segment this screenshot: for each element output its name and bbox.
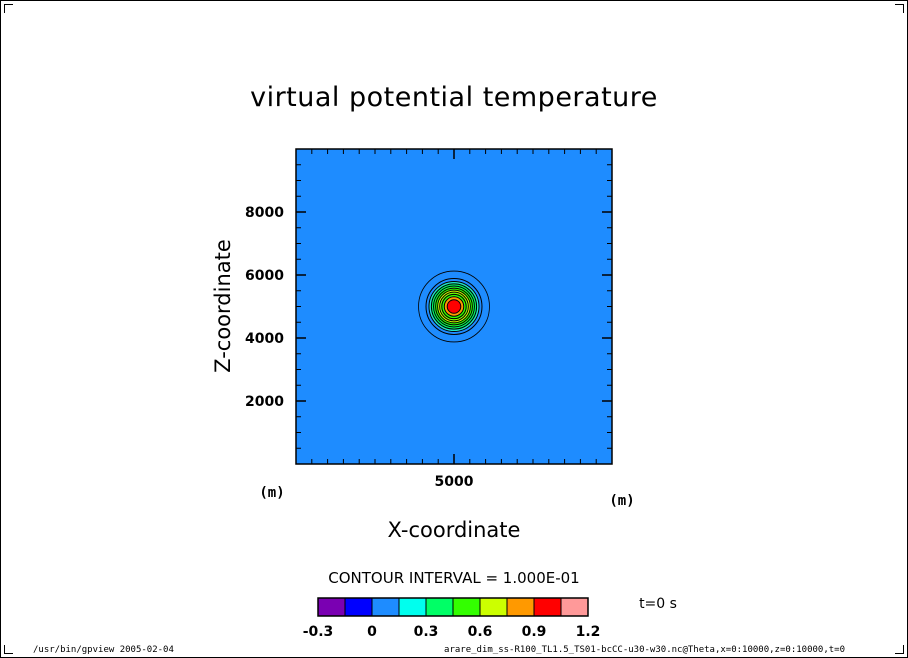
colorbar-label: 1.2 [576,624,601,640]
x-tick-labels: 5000 [435,474,474,490]
major-ticks [296,149,612,464]
colorbar-swatch [479,597,508,617]
colorbar [317,597,589,617]
footer-left: /usr/bin/gpview 2005-02-04 [33,645,174,655]
contour-line-0_2 [428,280,480,333]
colorbar-label: 0.9 [522,624,547,640]
contour-line-0_5 [435,287,473,326]
contour-interval-label: CONTOUR INTERVAL = 1.000E-01 [328,569,579,587]
minor-ticks [296,149,612,464]
y-tick-label: 2000 [245,394,284,410]
y-axis-label: Z-coordinate [211,239,235,373]
colorbar-label: 0.3 [414,624,439,640]
time-label: t=0 s [639,596,677,612]
colorbar-swatch [533,597,562,617]
colorbar-swatch [506,597,535,617]
colorbar-swatch [560,597,589,617]
colorbar-swatch [398,597,427,617]
contour-line-0_7 [439,291,469,322]
x-axis-label: X-coordinate [388,518,521,542]
colorbar-label: 0.6 [468,624,493,640]
chart-title: virtual potential temperature [250,82,658,113]
y-tick-labels: 2000 4000 6000 8000 [245,205,284,410]
colorbar-swatch [344,597,373,617]
colorbar-border [317,597,589,617]
contour-line-0_8 [441,293,467,320]
corner-mark-bottom-left [4,645,13,654]
x-tick-label: 5000 [435,474,474,490]
colorbar-labels: -0.3 0 0.3 0.6 0.9 1.2 [303,624,601,640]
y-tick-label: 4000 [245,331,284,347]
contour-lines [418,270,490,343]
contour-band-1 [447,299,461,314]
contour-line-1 [446,299,462,314]
footer-right: arare_dim_ss-R100_TL1.5_TS01-bcCC-u30-w3… [444,645,845,655]
contour-line-0_3 [430,283,478,330]
colorbar-swatch [317,597,346,617]
x-unit-label: (m) [609,493,634,509]
colorbar-label: -0.3 [303,624,334,640]
contour-line-zero [418,270,490,343]
corner-mark-bottom-right [895,645,904,654]
contour-line-0_6 [437,289,471,324]
contour-line-0_9 [443,296,465,317]
contour-line-0_1 [425,278,483,335]
corner-mark-top-left [4,4,13,13]
y-unit-label: (m) [259,485,284,501]
colorbar-swatch [425,597,454,617]
corner-mark-top-right [895,4,904,13]
y-tick-label: 8000 [245,205,284,221]
y-tick-label: 6000 [245,268,284,284]
colorbar-swatch [371,597,400,617]
contour-line-0_4 [433,285,475,328]
colorbar-swatch [452,597,481,617]
plot-area [295,148,613,465]
colorbar-label: 0 [367,624,377,640]
